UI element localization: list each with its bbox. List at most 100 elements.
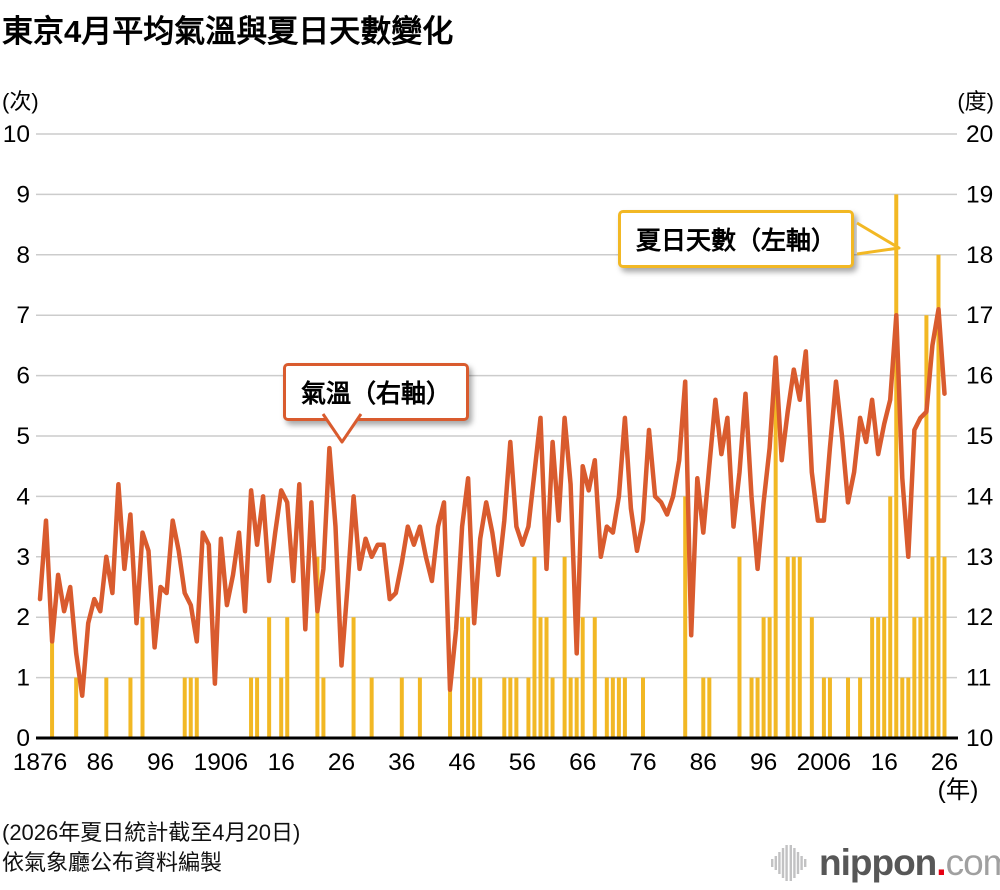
summer-days-bar <box>351 617 356 738</box>
summer-days-bar <box>767 617 772 738</box>
x-axis-tick-label: 26 <box>328 749 355 776</box>
left-axis-tick-label: 7 <box>16 302 30 329</box>
logo-name: nippon <box>819 842 937 883</box>
summer-days-bar <box>472 677 477 738</box>
summer-days-bar <box>194 677 199 738</box>
right-axis-tick-label: 19 <box>966 181 993 208</box>
summer-days-bar <box>140 617 145 738</box>
left-axis-tick-label: 4 <box>16 483 30 510</box>
summer-days-bar <box>924 315 929 738</box>
left-axis-tick-label: 8 <box>16 242 30 269</box>
right-axis-tick-label: 14 <box>966 483 993 510</box>
logo-soundwave-icon <box>771 845 807 881</box>
right-axis-tick-label: 18 <box>966 242 993 269</box>
logo-wordmark: nippon.com <box>819 842 1000 884</box>
left-axis-tick-label: 2 <box>16 604 30 631</box>
summer-days-bar <box>448 677 453 738</box>
x-axis-tick-label: 86 <box>690 749 717 776</box>
summer-days-bar <box>417 677 422 738</box>
summer-days-bar <box>622 677 627 738</box>
summer-days-bar <box>568 677 573 738</box>
summer-days-bar <box>604 677 609 738</box>
x-axis-tick-label: 1876 <box>13 749 68 776</box>
summer-days-bar <box>821 677 826 738</box>
temperature-line <box>37 306 947 698</box>
left-axis-tick-label: 10 <box>3 121 30 148</box>
right-axis-tick-label: 17 <box>966 302 993 329</box>
summer-days-bar <box>104 677 109 738</box>
right-axis-tick-label: 13 <box>966 544 993 571</box>
summer-days-bar <box>538 617 543 738</box>
summer-days-bar <box>514 677 519 738</box>
summer-days-bar <box>737 556 742 738</box>
summer-days-callout: 夏日天數（左軸） <box>618 210 855 268</box>
x-axis-tick-label: 2006 <box>797 749 852 776</box>
summer-days-bar <box>870 617 875 738</box>
left-axis-tick-label: 5 <box>16 423 30 450</box>
summer-days-bar <box>128 677 133 738</box>
summer-days-bar <box>255 677 260 738</box>
summer-days-bar <box>894 194 899 738</box>
summer-days-bar <box>906 677 911 738</box>
summer-days-bar <box>918 617 923 738</box>
left-axis-tick-label: 3 <box>16 544 30 571</box>
left-axis-unit-label: (次) <box>2 89 39 114</box>
summer-days-bar <box>888 496 893 738</box>
footnote-line-1: (2026年夏日統計截至4月20日) <box>2 820 301 845</box>
x-axis-tick-label: 66 <box>569 749 596 776</box>
summer-days-bar <box>478 677 483 738</box>
summer-days-bar <box>526 677 531 738</box>
footnote-line-2: 依氣象廳公布資料編製 <box>2 850 223 875</box>
summer-days-bar <box>74 677 79 738</box>
summer-days-bar <box>285 617 290 738</box>
summer-days-bar <box>809 617 814 738</box>
left-axis-tick-label: 9 <box>16 181 30 208</box>
summer-days-callout-label: 夏日天數（左軸） <box>636 227 837 255</box>
summer-days-bar <box>550 677 555 738</box>
summer-days-bar <box>182 677 187 738</box>
x-axis-year-unit: (年) <box>938 776 979 804</box>
summer-days-bar <box>797 556 802 738</box>
summer-days-bar <box>466 617 471 738</box>
temperature-callout-label: 氣溫（右軸） <box>301 380 452 408</box>
summer-days-bar <box>701 677 706 738</box>
right-axis-tick-label: 11 <box>966 665 991 692</box>
summer-days-bar <box>827 677 832 738</box>
summer-days-bar <box>321 677 326 738</box>
x-axis-tick-label: 86 <box>87 749 114 776</box>
summer-days-bar <box>683 496 688 738</box>
summer-days-bar <box>882 617 887 738</box>
summer-days-bar <box>846 677 851 738</box>
summer-days-bar <box>188 677 193 738</box>
summer-days-bar <box>773 375 778 738</box>
right-axis-tick-label: 10 <box>966 725 993 752</box>
summer-days-bar <box>942 556 947 738</box>
right-axis-tick-label: 15 <box>966 423 993 450</box>
nippon-logo: nippon.com <box>770 840 1000 886</box>
summer-days-bar <box>267 617 272 738</box>
x-axis-tick-label: 1906 <box>194 749 249 776</box>
x-axis-tick-label: 36 <box>388 749 415 776</box>
right-axis-tick-label: 12 <box>966 604 993 631</box>
summer-days-bar <box>761 617 766 738</box>
x-axis-tick-label: 26 <box>931 749 958 776</box>
summer-days-bar <box>50 617 55 738</box>
summer-days-bar <box>279 677 284 738</box>
right-axis-tick-label: 16 <box>966 363 993 390</box>
summer-days-bar <box>369 677 374 738</box>
summer-days-bar <box>532 556 537 738</box>
summer-days-bar <box>791 556 796 738</box>
summer-days-bar <box>315 556 320 738</box>
left-axis-tick-label: 0 <box>16 725 30 752</box>
summer-days-bar <box>900 677 905 738</box>
x-axis-tick-label: 96 <box>147 749 174 776</box>
chart-title: 東京4月平均氣溫與夏日天數變化 <box>2 14 454 49</box>
temperature-callout: 氣溫（右軸） <box>283 363 470 421</box>
summer-days-bar <box>876 617 881 738</box>
summer-days-bar <box>502 677 507 738</box>
summer-days-bar <box>610 677 615 738</box>
x-axis-tick-label: 56 <box>509 749 536 776</box>
summer-days-bar <box>641 677 645 738</box>
x-axis-tick-label: 96 <box>750 749 777 776</box>
